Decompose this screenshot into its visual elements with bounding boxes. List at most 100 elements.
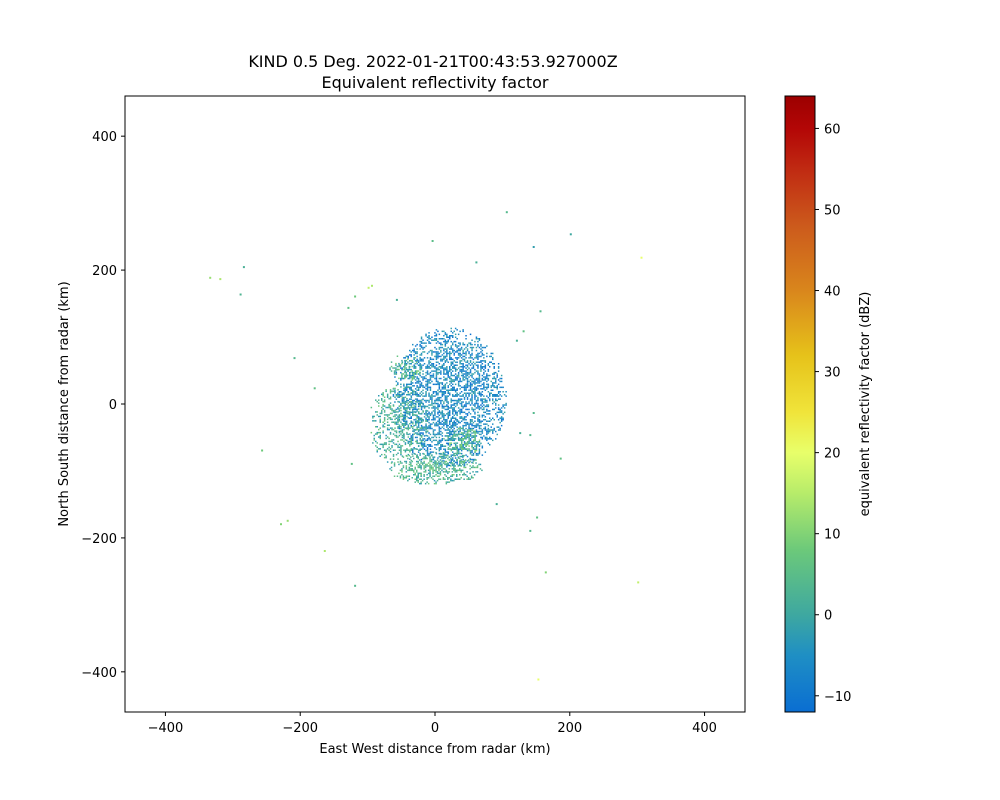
echo-pixel [500,424,503,427]
echo-pixel [457,348,460,350]
echo-pixel [446,335,448,337]
echo-pixel [456,435,459,437]
echo-pixel [401,414,404,416]
echo-pixel [469,427,472,430]
echo-pixel [406,427,408,429]
echo-pixel [402,368,405,371]
echo-pixel [486,373,488,375]
echo-pixel [404,364,406,366]
echo-pixel [437,361,439,363]
echo-pixel [449,367,451,369]
echo-pixel [440,461,442,464]
echo-pixel [468,385,470,387]
echo-pixel [419,357,421,359]
echo-pixel [481,374,484,377]
echo-pixel [401,362,403,365]
echo-pixel [439,459,442,461]
echo-pixel [441,463,443,466]
echo-pixel [446,382,448,384]
echo-pixel [484,419,487,421]
echo-pixel [466,377,469,380]
echo-pixel [460,465,462,467]
echo-pixel [401,424,404,426]
echo-pixel [471,461,473,464]
echo-pixel [425,423,427,425]
echo-pixel [443,424,445,427]
echo-pixel [487,379,490,381]
echo-pixel [465,395,467,397]
echo-pixel [475,349,478,352]
echo-pixel [426,474,428,476]
echo-pixel [426,416,429,418]
echo-pixel [388,417,390,419]
echo-pixel [474,392,476,394]
echo-pixel [409,386,411,389]
echo-pixel [475,462,477,464]
echo-pixel [440,367,442,369]
echo-pixel [424,465,427,467]
echo-pixel [446,429,448,431]
echo-pixel [428,382,430,384]
echo-pixel [419,459,421,461]
echo-pixel [487,427,490,430]
echo-pixel [469,382,472,384]
echo-pixel [438,391,441,393]
echo-pixel [435,474,437,476]
echo-pixel [425,345,427,347]
echo-pixel [453,414,455,417]
echo-pixel [459,330,461,333]
echo-pixel [463,441,466,443]
echo-pixel [480,370,482,372]
echo-pixel [468,380,470,383]
echo-pixel [444,398,447,400]
echo-pixel [435,391,438,393]
echo-pixel [450,398,452,400]
echo-pixel [450,379,452,381]
echo-pixel [492,363,494,365]
echo-pixel [432,472,434,475]
echo-pixel [413,354,415,356]
echo-pixel [426,463,428,466]
echo-pixel [449,411,451,414]
echo-pixel [440,342,442,344]
echo-pixel [453,420,455,422]
echo-pixel [417,426,420,428]
echo-pixel [398,396,401,398]
echo-pixel [394,423,396,425]
echo-pixel [449,377,451,380]
echo-pixel [452,407,454,409]
echo-pixel [443,394,445,396]
echo-pixel [441,405,444,408]
echo-pixel [472,430,475,433]
echo-pixel [398,368,400,371]
echo-pixel [416,478,418,480]
echo-pixel [439,472,442,475]
echo-pixel [450,377,452,380]
echo-pixel [445,460,448,463]
echo-pixel [497,383,500,386]
echo-pixel [407,386,410,388]
echo-pixel [438,417,441,419]
echo-pixel [435,379,438,381]
echo-pixel [432,439,435,442]
echo-pixel [462,401,464,403]
echo-pixel [426,448,429,450]
echo-pixel [463,466,465,469]
echo-pixel [440,447,442,449]
echo-pixel [446,355,448,358]
echo-pixel [410,436,412,439]
echo-pixel [416,352,418,355]
echo-pixel [446,358,448,361]
echo-pixel [413,402,415,405]
echo-pixel [466,371,469,374]
echo-pixel [449,423,451,425]
echo-pixel [438,388,441,390]
echo-pixel [379,418,381,421]
echo-pixel [382,408,384,410]
echo-pixel [421,399,423,401]
echo-pixel [450,352,452,355]
echo-pixel [400,430,402,432]
echo-pixel [418,420,420,422]
echo-pixel [382,400,384,403]
echo-pixel [484,416,487,418]
